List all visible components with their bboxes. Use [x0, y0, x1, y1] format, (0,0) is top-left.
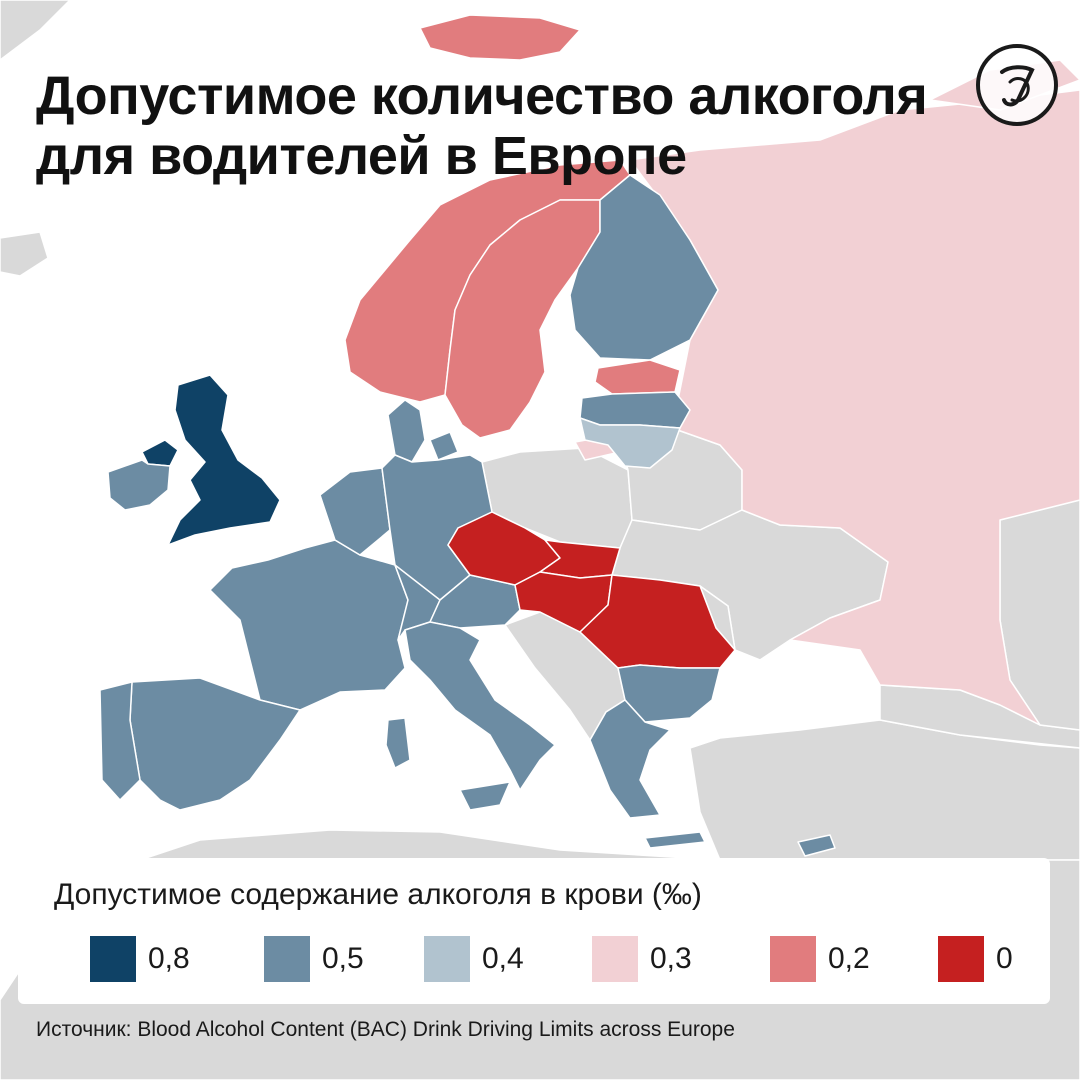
- country-denmark-islands: [429, 431, 459, 461]
- country-italy-sicily: [459, 781, 511, 811]
- country-italy: [404, 621, 556, 791]
- country-italy-sardinia: [385, 717, 411, 769]
- legend-label: 0: [996, 942, 1013, 975]
- legend-label: 0,8: [148, 942, 190, 975]
- legend-panel: Допустимое содержание алкоголя в крови (…: [18, 858, 1050, 1004]
- legend-items: 0,8 0,5 0,4 0,3 0,2 0: [90, 934, 1030, 984]
- country-greece-crete: [644, 831, 706, 849]
- publisher-logo-icon: [976, 44, 1058, 126]
- legend-title: Допустимое содержание алкоголя в крови (…: [54, 878, 702, 911]
- legend-item-0-4: 0,4: [424, 934, 524, 984]
- page-title: Допустимое количество алкоголя для водит…: [36, 66, 928, 186]
- title-line-2: для водителей в Европе: [36, 126, 687, 186]
- greenland-land: [0, 0, 71, 61]
- legend-swatch: [938, 936, 984, 982]
- legend-label: 0,3: [650, 942, 692, 975]
- legend-item-0-8: 0,8: [90, 934, 190, 984]
- legend-item-0-3: 0,3: [592, 934, 692, 984]
- legend-label: 0,2: [828, 942, 870, 975]
- country-greece: [589, 699, 671, 819]
- turkey-land: [689, 719, 1080, 861]
- legend-swatch: [592, 936, 638, 982]
- legend-label: 0,4: [482, 942, 524, 975]
- region-svalbard: [419, 14, 581, 61]
- country-latvia: [579, 391, 691, 429]
- country-united-kingdom: [167, 374, 281, 546]
- legend-swatch: [424, 936, 470, 982]
- legend-item-0-5: 0,5: [264, 934, 364, 984]
- logo-monogram-icon: [1000, 65, 1035, 107]
- country-france: [209, 539, 409, 711]
- legend-item-0: 0: [938, 934, 1013, 984]
- country-romania: [579, 574, 736, 669]
- source-note: Источник: Blood Alcohol Content (BAC) Dr…: [36, 1018, 735, 1041]
- country-finland: [569, 174, 719, 361]
- country-lithuania: [579, 417, 681, 469]
- country-united-kingdom-ni: [141, 439, 179, 467]
- legend-swatch: [264, 936, 310, 982]
- legend-swatch: [90, 936, 136, 982]
- country-cyprus: [797, 834, 836, 857]
- legend-item-0-2: 0,2: [770, 934, 870, 984]
- country-portugal: [99, 681, 141, 801]
- country-ireland: [107, 459, 171, 511]
- legend-swatch: [770, 936, 816, 982]
- legend-label: 0,5: [322, 942, 364, 975]
- iceland-land: [0, 231, 49, 277]
- title-line-1: Допустимое количество алкоголя: [36, 66, 928, 126]
